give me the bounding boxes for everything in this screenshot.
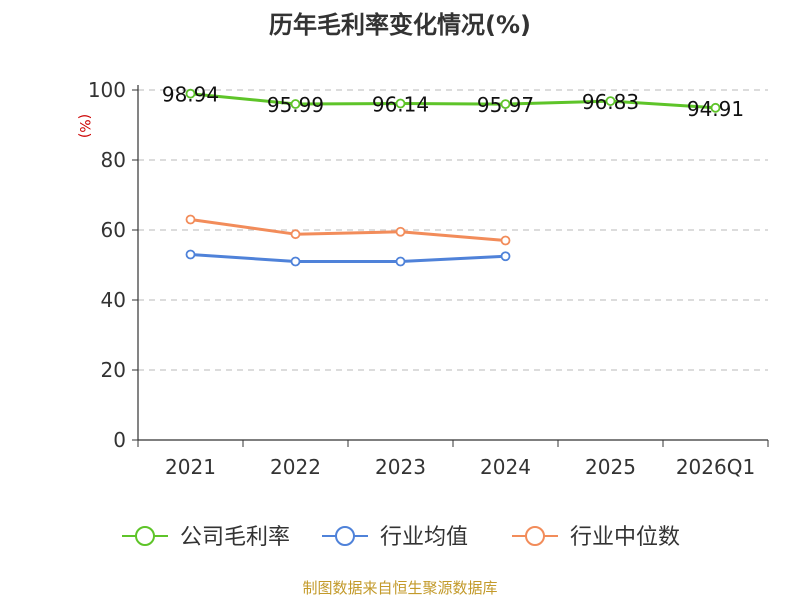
data-label-2025: 96.83 [582, 90, 639, 114]
grid-lines [138, 89, 768, 371]
series-line-0 [189, 92, 717, 110]
legend-marker-2 [525, 526, 545, 546]
data-point-0-2024 [500, 99, 511, 110]
data-point-2-2021 [185, 214, 196, 225]
x-tick-label-2025: 2025 [585, 455, 636, 479]
data-point-0-2021 [185, 88, 196, 99]
data-point-2-2024 [500, 235, 511, 246]
data-label-2026Q1: 94.91 [687, 97, 744, 121]
x-tick-label-2022: 2022 [270, 455, 321, 479]
x-tick-label-2021: 2021 [165, 455, 216, 479]
data-labels: 98.94 95.99 96.14 95.97 96.83 94.91 [162, 83, 744, 121]
data-label-2024: 95.97 [477, 93, 534, 117]
legend[interactable]: 公司毛利率 行业均值 行业中位数 [122, 525, 680, 550]
series-line-1 [189, 253, 507, 263]
data-point-1-2023 [395, 256, 406, 267]
data-label-2023: 96.14 [372, 93, 429, 117]
x-tick-label-2023: 2023 [375, 455, 426, 479]
legend-item-0[interactable]: 公司毛利率 [122, 525, 290, 550]
x-tick-label-2024: 2024 [480, 455, 531, 479]
chart-title: 历年毛利率变化情况(%) [269, 11, 531, 39]
legend-label-2: 行业中位数 [570, 525, 680, 550]
data-point-0-2025 [605, 96, 616, 106]
legend-item-1[interactable]: 行业均值 [322, 525, 468, 550]
data-point-0-2023 [395, 98, 406, 109]
data-point-2-2022 [290, 229, 301, 240]
y-tick-label-100: 100 [88, 78, 126, 102]
data-point-1-2022 [290, 256, 301, 267]
data-point-0-2026Q1 [710, 102, 721, 113]
data-point-2-2023 [395, 226, 406, 237]
data-label-2021: 98.94 [162, 83, 219, 107]
series-lines [185, 88, 721, 267]
legend-marker-1 [335, 526, 355, 546]
series-line-2 [189, 218, 507, 242]
axes: 0 20 40 60 80 100 2021 2022 2023 2024 2025 2026Q1 [88, 78, 769, 479]
legend-label-0: 公司毛利率 [180, 525, 290, 550]
legend-item-2[interactable]: 行业中位数 [512, 525, 680, 550]
y-tick-label-80: 80 [101, 148, 126, 172]
data-point-1-2021 [185, 249, 196, 260]
data-point-1-2024 [500, 251, 511, 262]
y-tick-label-60: 60 [101, 218, 126, 242]
x-tick-label-2026Q1: 2026Q1 [676, 455, 755, 479]
data-point-0-2022 [290, 99, 301, 109]
y-tick-label-40: 40 [101, 288, 126, 312]
data-label-2022: 95.99 [267, 93, 324, 117]
y-tick-label-20: 20 [101, 358, 126, 382]
y-axis-label: (%) [76, 114, 92, 138]
y-tick-label-0: 0 [113, 428, 126, 452]
legend-marker-0 [135, 526, 155, 546]
source-note: 制图数据来自恒生聚源数据库 [302, 579, 497, 597]
legend-label-1: 行业均值 [380, 525, 468, 550]
